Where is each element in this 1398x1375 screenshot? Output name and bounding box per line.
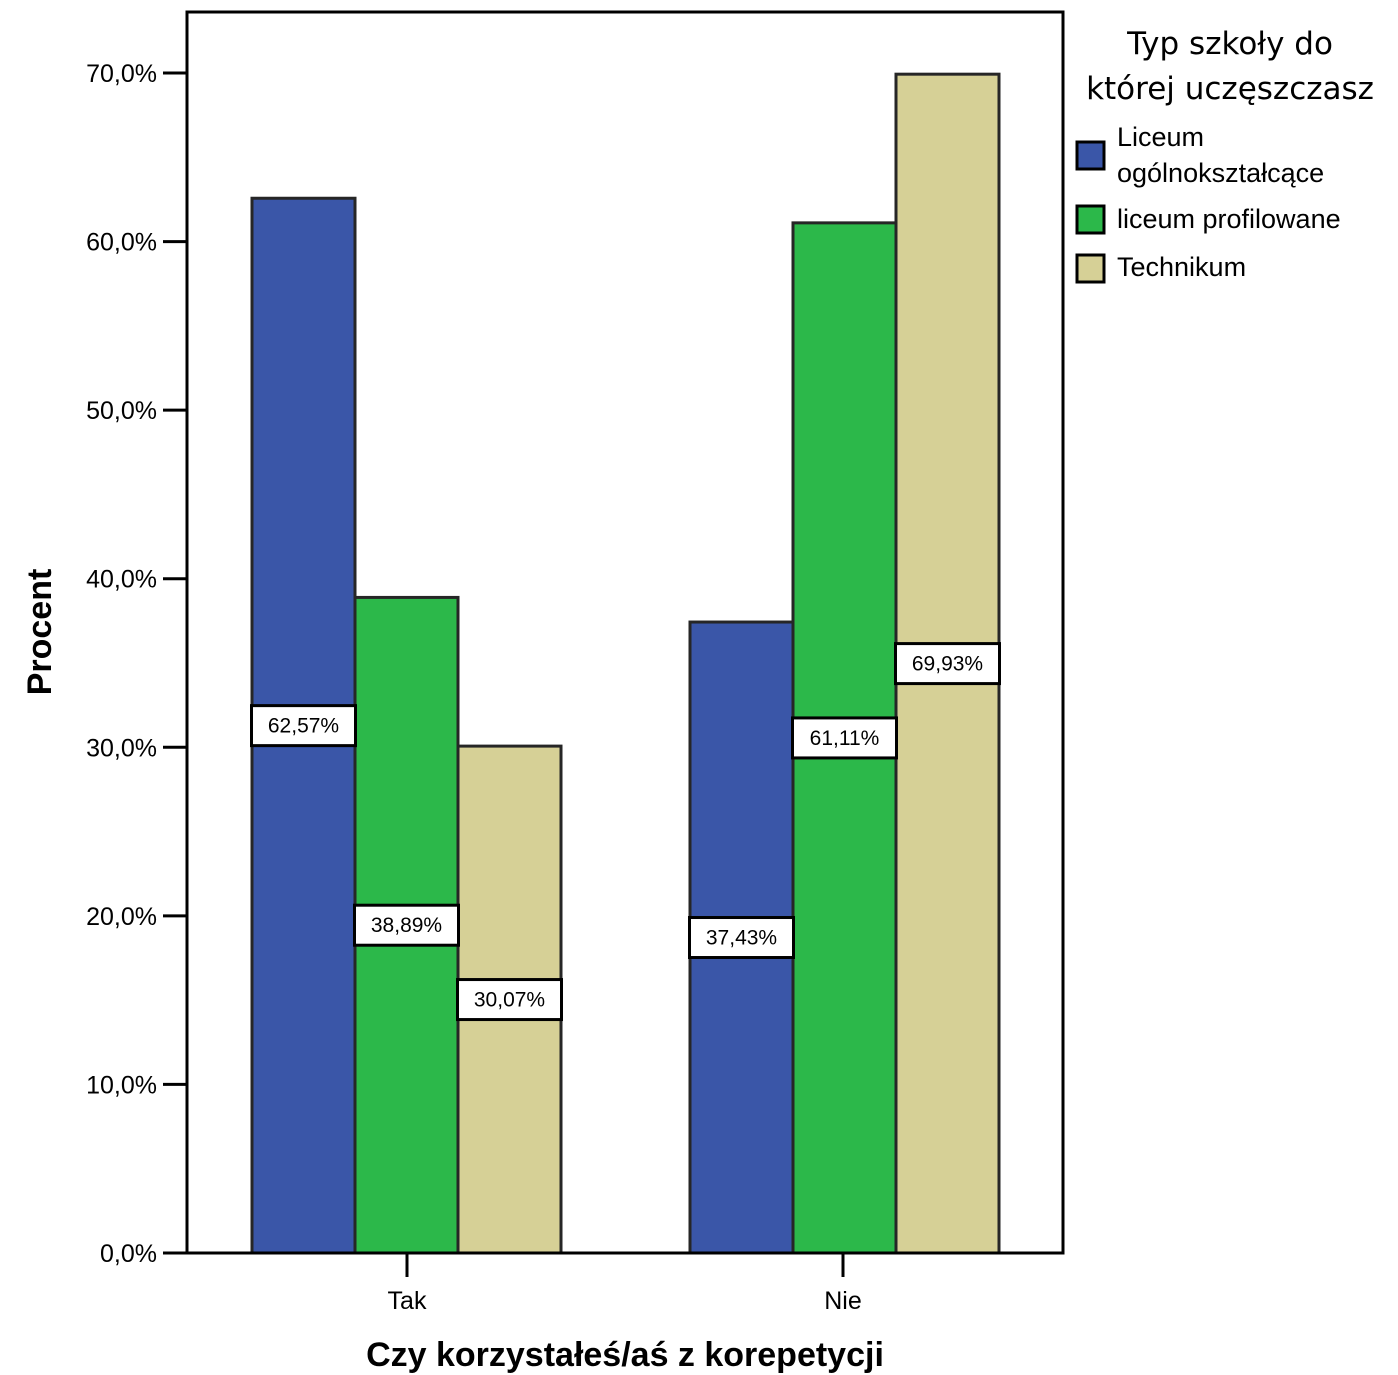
legend-label: Liceum	[1117, 122, 1204, 152]
data-label-box	[250, 704, 357, 748]
y-axis-title: Procent	[21, 569, 59, 696]
x-tick-label: Tak	[388, 1287, 427, 1315]
data-label-box	[688, 916, 795, 960]
legend-label: Technikum	[1117, 252, 1246, 282]
y-tick-label: 70,0%	[86, 60, 157, 88]
legend-label: ogólnokształcące	[1117, 158, 1324, 188]
y-tick-label: 20,0%	[86, 903, 157, 931]
legend-swatch	[1075, 140, 1106, 171]
legend-title-line-1: Typ szkoły do	[1126, 26, 1333, 62]
x-axis-title: Czy korzystałeś/aś z korepetycji	[366, 1336, 884, 1374]
y-tick-label: 40,0%	[86, 566, 157, 594]
data-label: 38,89%	[371, 914, 442, 937]
legend-label: liceum profilowane	[1117, 204, 1341, 234]
data-label: 30,07%	[474, 989, 545, 1012]
y-tick-label: 0,0%	[100, 1240, 157, 1268]
legend: Typ szkoły do której uczęszczasz Liceum ogó…	[1075, 26, 1374, 284]
data-label-box	[791, 716, 898, 760]
data-label: 69,93%	[912, 653, 983, 676]
y-axis: 0,0% 10,0% 20,0% 30,0% 40,0% 50,0% 60,0% 70,0%	[86, 60, 187, 1268]
y-tick-label: 50,0%	[86, 397, 157, 425]
x-axis: Tak Nie	[163, 1251, 1062, 1315]
legend-swatch	[1075, 204, 1106, 235]
data-label: 61,11%	[810, 727, 880, 750]
data-label: 37,43%	[706, 927, 777, 950]
legend-swatch	[1075, 253, 1106, 284]
y-tick-label: 60,0%	[86, 229, 157, 257]
y-tick-label: 30,0%	[86, 734, 157, 762]
data-label-box	[894, 642, 1001, 686]
legend-title-line-2: której uczęszczasz	[1086, 71, 1374, 107]
x-tick-label: Nie	[824, 1287, 862, 1315]
y-tick-label: 10,0%	[86, 1071, 157, 1099]
data-label-box	[456, 978, 563, 1022]
data-labels-layer: 62,57% 37,43% 38,89% 61,11% 30,07% 69,93%	[250, 642, 1001, 1022]
data-label-box	[353, 903, 460, 947]
data-label: 62,57%	[268, 715, 339, 738]
